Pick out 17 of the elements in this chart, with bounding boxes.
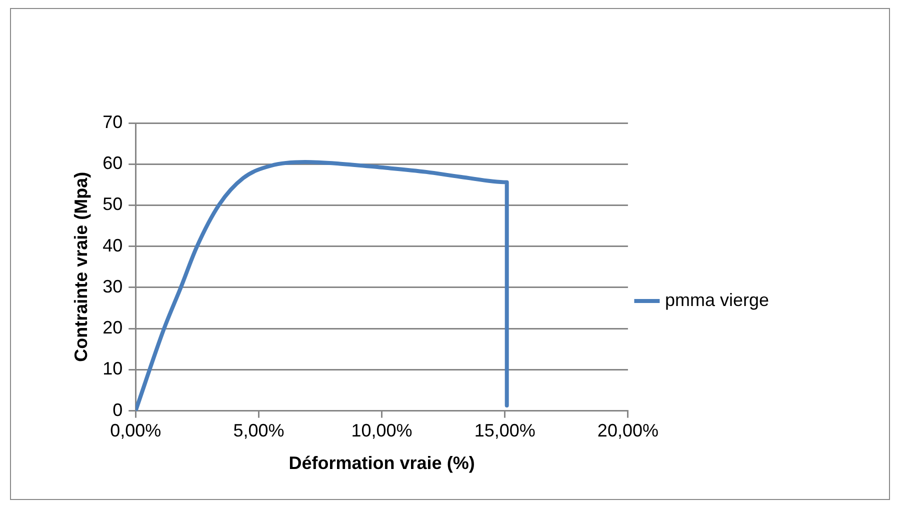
y-tick-label: 30: [102, 276, 123, 296]
y-tick-label: 0: [112, 400, 123, 420]
y-tick-label: 60: [102, 153, 123, 174]
y-tick-label: 40: [102, 235, 123, 256]
y-tick-label: 20: [102, 318, 123, 338]
x-tick-label: 15,00%: [474, 420, 536, 441]
x-tick-label: 10,00%: [351, 420, 412, 441]
y-tick-label: 10: [102, 358, 123, 379]
y-tick-label: 50: [102, 194, 123, 214]
x-tick-label: 20,00%: [597, 420, 658, 441]
line-series: [136, 160, 509, 411]
x-axis-title: Déformation vraie (%): [288, 453, 475, 474]
x-tick-label: 5,00%: [233, 420, 284, 441]
y-axis-title: Contrainte vraie (Mpa): [70, 172, 91, 362]
x-tick-label: 0,00%: [110, 420, 162, 441]
legend-label: pmma vierge: [664, 290, 770, 310]
y-tick-label: 70: [102, 112, 123, 132]
